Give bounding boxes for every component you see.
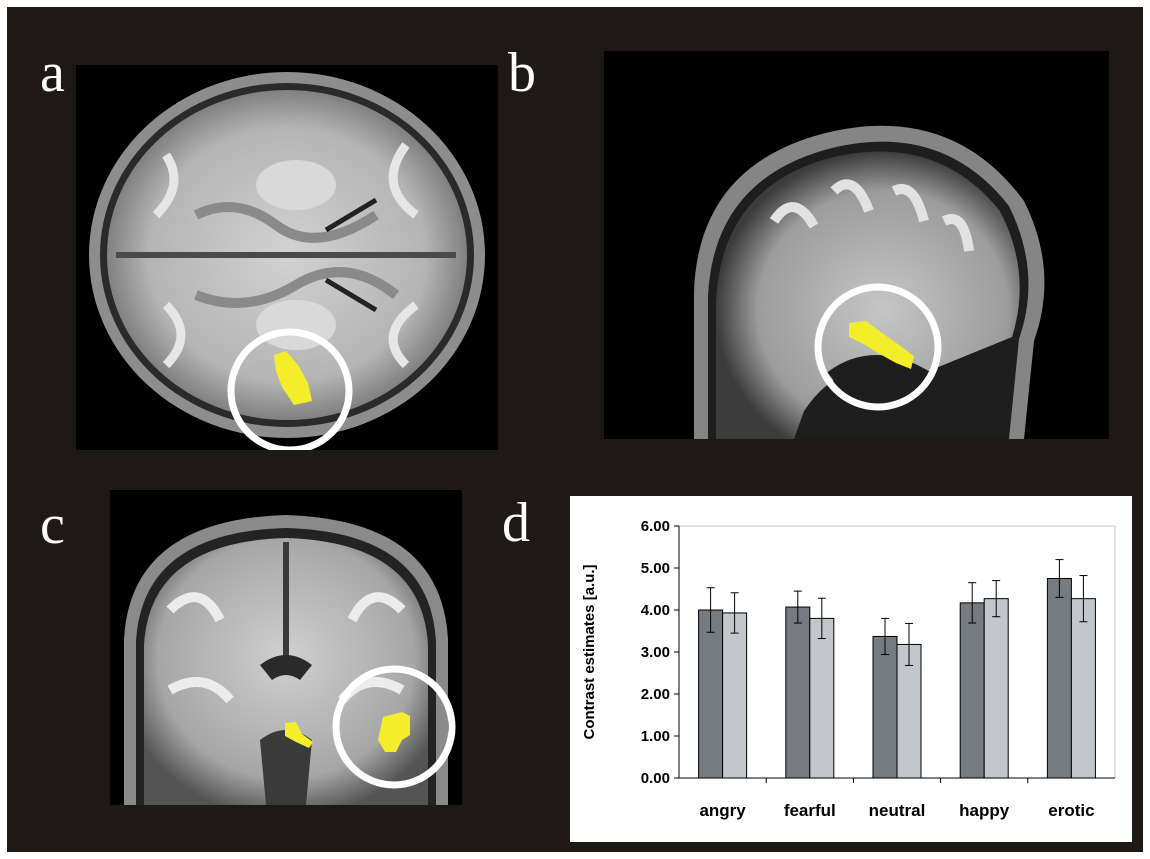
- bar-happy-series-2: [983, 598, 1009, 779]
- x-category-label: fearful: [784, 801, 836, 820]
- bar-happy-series-1: [959, 602, 985, 779]
- x-category-label: neutral: [869, 801, 926, 820]
- bar-neutral-series-2: [896, 643, 922, 779]
- y-tick-label: 2.00: [641, 686, 670, 703]
- axial-highlight-circle: [227, 328, 353, 450]
- coronal-activation-overlay: [285, 712, 410, 752]
- y-tick-label: 6.00: [641, 518, 670, 535]
- x-category-label: happy: [959, 801, 1010, 820]
- y-tick-label: 5.00: [641, 560, 670, 577]
- panel-d-label: d: [502, 492, 530, 554]
- bar-fearful-series-2: [809, 617, 835, 779]
- panel-c-label: c: [40, 494, 65, 556]
- bar-angry-series-1: [698, 609, 724, 779]
- axial-brain-scan-icon: [76, 65, 498, 450]
- bar-erotic-series-2: [1070, 598, 1096, 779]
- y-axis-title: Contrast estimates [a.u.]: [581, 564, 598, 739]
- coronal-highlight-circle: [332, 665, 456, 789]
- y-tick-label: 1.00: [641, 728, 670, 745]
- coronal-brain-scan-icon: [110, 490, 462, 805]
- bar-neutral-series-1: [872, 635, 898, 779]
- y-tick-label: 4.00: [641, 602, 670, 619]
- panel-b-label: b: [508, 42, 536, 104]
- bar-erotic-series-1: [1046, 578, 1072, 779]
- y-tick-label: 0.00: [641, 770, 670, 787]
- y-tick-label: 3.00: [641, 644, 670, 661]
- sagittal-activation-overlay: [849, 321, 914, 369]
- x-category-label: angry: [699, 801, 746, 820]
- axial-activation-overlay: [274, 351, 312, 405]
- sagittal-highlight-circle: [814, 283, 942, 411]
- x-category-label: erotic: [1048, 801, 1094, 820]
- bar-angry-series-2: [722, 612, 748, 779]
- figure-panel-grid: a b: [7, 7, 1143, 852]
- bar-chart: 0.00 1.00 2.00 3.00 4.00 5.00 6.00 Contrast est…: [570, 496, 1132, 842]
- panel-a-label: a: [40, 42, 65, 104]
- bar-fearful-series-1: [785, 606, 811, 779]
